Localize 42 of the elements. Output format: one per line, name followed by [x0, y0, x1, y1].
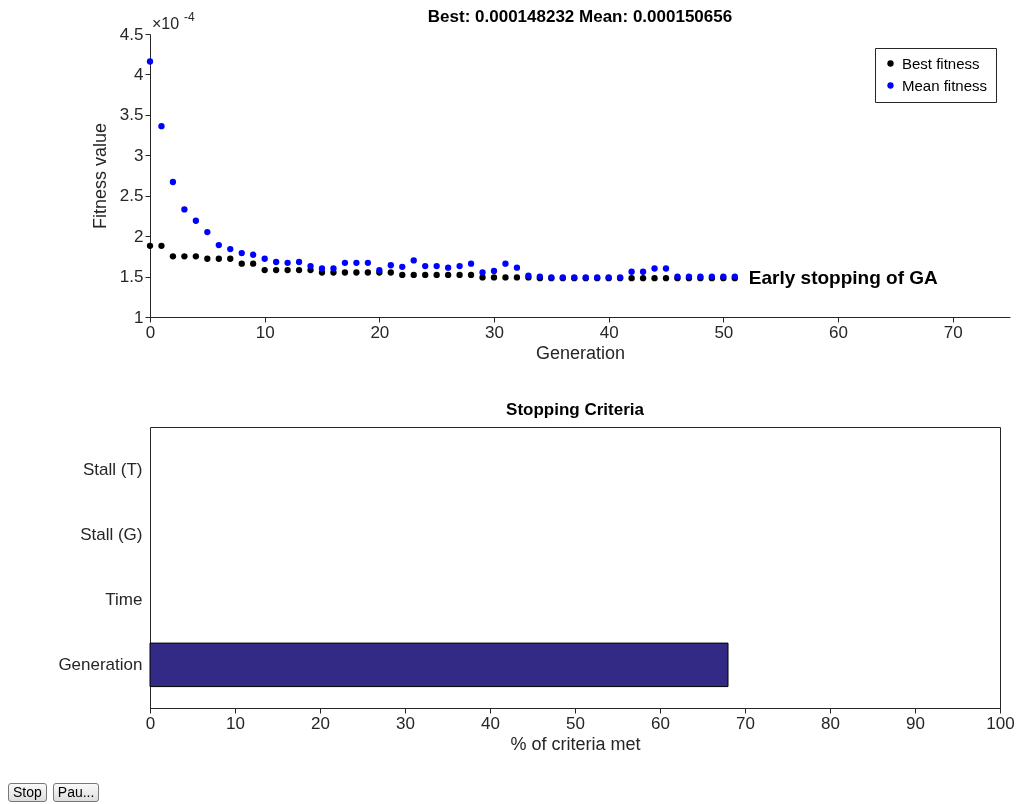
x-tick-label: 90: [906, 713, 925, 733]
x-tick-label: 10: [226, 713, 245, 733]
x-axis-title: % of criteria met: [510, 733, 641, 754]
x-tick-label: 10: [255, 322, 275, 342]
x-axis-title: Generation: [535, 342, 626, 363]
y-tick-label: 1.5: [119, 267, 144, 287]
legend-label: Mean fitness: [902, 76, 988, 94]
chart-title: Best: 0.000148232 Mean: 0.000150656: [427, 7, 733, 26]
x-tick-label: 30: [396, 713, 415, 733]
text: ×10-4: [152, 10, 195, 32]
x-tick-label: 60: [829, 322, 848, 342]
x-tick-label: 70: [943, 322, 963, 342]
x-tick-label: 80: [821, 713, 840, 733]
y-tick-label: 3.5: [119, 105, 144, 125]
x-tick-label: 50: [714, 322, 734, 342]
x-tick-label: 70: [736, 713, 755, 733]
x-tick-label: 20: [311, 713, 330, 733]
y-tick-label: 2.5: [119, 186, 144, 206]
y-tick-label: Stall (T): [83, 460, 143, 480]
x-tick-label: 100: [986, 713, 1015, 733]
y-tick-label: 4.5: [119, 24, 144, 44]
x-tick-label: 40: [481, 713, 500, 733]
y-tick-label: Stall (G): [80, 525, 143, 545]
y-tick-label: Generation: [58, 654, 143, 674]
x-tick-label: 50: [566, 713, 585, 733]
chart-title: Stopping Criteria: [506, 400, 645, 419]
x-tick-label: 30: [485, 322, 504, 342]
button: Stop: [8, 783, 47, 802]
annotation: Early stopping of GA: [748, 267, 939, 289]
y-tick-label: 4: [134, 64, 144, 84]
x-tick-label: 60: [651, 713, 670, 733]
button: Pau...: [52, 783, 100, 802]
y-tick-label: Time: [105, 589, 143, 609]
y-tick-label: 3: [134, 145, 144, 165]
x-tick-label: 0: [145, 322, 156, 342]
y-axis-title: Fitness value: [89, 122, 110, 230]
x-tick-label: 40: [599, 322, 619, 342]
legend-label: Best fitness: [902, 54, 980, 72]
y-tick-label: 1: [134, 307, 144, 327]
x-tick-label: 0: [145, 713, 156, 733]
x-tick-label: 20: [370, 322, 390, 342]
y-tick-label: 2: [134, 226, 144, 246]
